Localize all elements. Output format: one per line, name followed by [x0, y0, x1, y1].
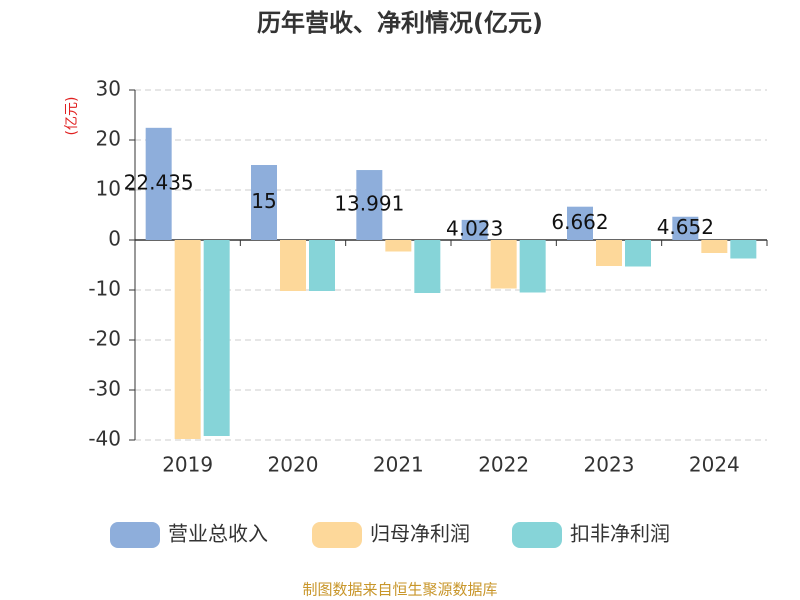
y-tick-label: -30 [88, 377, 121, 401]
bar [461, 219, 488, 240]
x-tick-label: 2019 [162, 453, 213, 477]
y-tick-label: -40 [88, 427, 121, 451]
legend-label: 扣非净利润 [570, 522, 670, 546]
bar [490, 240, 517, 289]
legend-label: 归母净利润 [370, 522, 470, 546]
y-tick-label: 0 [108, 227, 121, 251]
x-tick-label: 2023 [584, 453, 635, 477]
y-tick-label: -10 [88, 277, 121, 301]
bar [625, 240, 651, 267]
y-tick-label: -20 [88, 327, 121, 351]
bar [356, 170, 383, 240]
x-tick-label: 2021 [373, 453, 424, 477]
legend-swatch [512, 522, 562, 548]
bar [567, 206, 593, 240]
x-tick-label: 2020 [268, 453, 319, 477]
x-tick-label: 2024 [689, 453, 740, 477]
bar [174, 240, 201, 439]
data-label: 22.435 [124, 170, 194, 194]
y-tick-label: 10 [96, 177, 121, 201]
x-tick-label: 2022 [478, 453, 529, 477]
y-tick-label: 30 [96, 77, 121, 101]
data-label: 4.652 [657, 215, 714, 239]
bar [280, 240, 306, 291]
bar [672, 216, 699, 240]
bar [414, 240, 441, 293]
data-label: 4.023 [446, 216, 503, 240]
bar [701, 240, 728, 253]
y-tick-label: 20 [96, 127, 121, 151]
y-axis-label: (亿元) [64, 97, 80, 136]
bar [385, 240, 412, 252]
bar [730, 240, 757, 259]
legend-label: 营业总收入 [168, 522, 268, 546]
legend-swatch [110, 522, 160, 548]
bar [519, 240, 546, 293]
data-label: 15 [251, 189, 276, 213]
data-label: 13.991 [334, 192, 404, 216]
legend-swatch [312, 522, 362, 548]
source-note: 制图数据来自恒生聚源数据库 [302, 581, 497, 599]
bar [309, 240, 335, 291]
bar [596, 240, 622, 266]
chart-title: 历年营收、净利情况(亿元) [257, 9, 543, 37]
data-label: 6.662 [551, 210, 608, 234]
bar [251, 165, 277, 240]
bar [203, 240, 230, 436]
bar [145, 127, 172, 240]
